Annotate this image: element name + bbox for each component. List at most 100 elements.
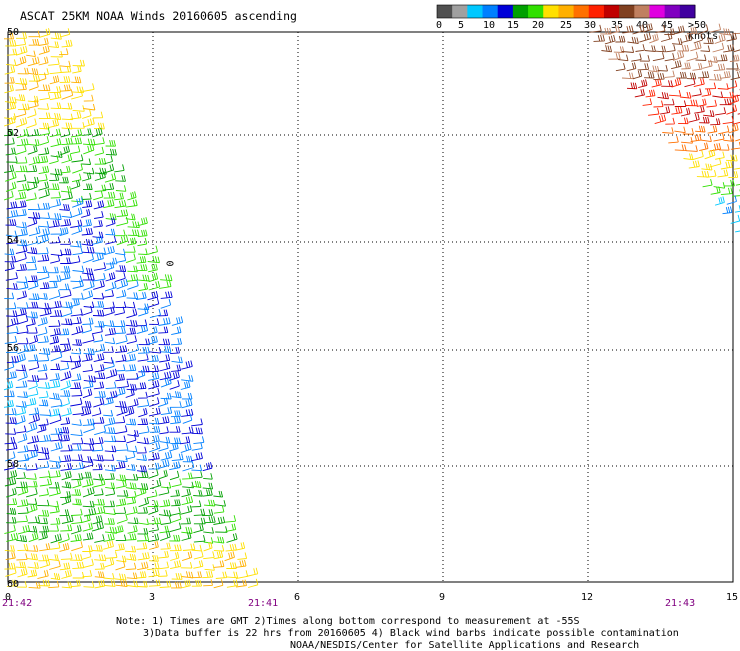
wind-barb	[104, 445, 117, 453]
wind-barb	[114, 199, 127, 209]
wind-barb	[608, 25, 620, 35]
wind-barb	[193, 508, 206, 516]
wind-barb	[226, 533, 238, 543]
wind-barb	[93, 280, 105, 290]
wind-barb	[665, 117, 675, 125]
wind-barb	[213, 490, 224, 498]
wind-barb	[125, 450, 136, 460]
wind-barb	[169, 442, 179, 452]
wind-barb	[4, 116, 16, 127]
wind-barb	[71, 292, 84, 300]
wind-barb	[125, 319, 138, 327]
wind-barb	[59, 28, 71, 38]
wind-barb	[159, 436, 171, 444]
wind-barb	[49, 554, 59, 561]
wind-barb	[5, 442, 18, 451]
wind-barb	[103, 191, 116, 199]
wind-barb	[690, 133, 702, 143]
wind-barb	[125, 353, 137, 362]
wind-barb	[684, 77, 696, 88]
wind-barb	[27, 217, 38, 227]
wind-barb	[82, 317, 94, 325]
wind-barb	[657, 64, 668, 72]
wind-barb	[60, 434, 70, 442]
wind-barb	[160, 451, 173, 461]
wind-barb	[148, 517, 162, 525]
wind-barb	[203, 473, 213, 480]
wind-barb	[70, 443, 82, 451]
wind-barb	[61, 89, 74, 100]
wind-barb	[70, 579, 81, 588]
wind-barb	[59, 283, 70, 291]
wind-barb	[37, 364, 48, 372]
wind-barb	[38, 531, 48, 541]
wind-barb	[115, 479, 127, 489]
wind-barb	[16, 290, 27, 300]
colorbar-swatch	[512, 5, 529, 18]
wind-barb	[71, 173, 82, 183]
wind-barb	[105, 139, 116, 147]
wind-barb	[38, 127, 51, 137]
wind-barb	[136, 437, 149, 445]
wind-barb	[61, 481, 72, 489]
wind-barb	[93, 506, 106, 515]
wind-barb	[49, 236, 61, 244]
wind-barb	[81, 550, 92, 560]
wind-barb	[83, 301, 95, 309]
wind-barb	[82, 500, 95, 508]
wind-barb	[593, 34, 605, 42]
wind-barb	[91, 521, 104, 532]
wind-barb	[115, 334, 128, 345]
wind-barb	[6, 498, 18, 506]
wind-barb	[149, 308, 161, 319]
wind-barb	[115, 425, 128, 435]
wind-barb	[50, 441, 63, 452]
wind-barb	[61, 581, 73, 589]
wind-barb	[115, 248, 126, 256]
wind-barb	[735, 139, 740, 142]
wind-barb	[621, 72, 634, 80]
wind-barb	[70, 145, 81, 155]
wind-barb	[5, 566, 17, 577]
wind-barb	[6, 507, 17, 515]
wind-barb	[26, 256, 37, 264]
wind-barb	[58, 533, 70, 544]
wind-barb	[50, 150, 63, 158]
wind-barb	[59, 76, 71, 83]
map-frame	[7, 31, 734, 583]
wind-barb	[148, 442, 161, 453]
wind-barb	[126, 572, 138, 580]
wind-barb	[15, 32, 28, 39]
wind-barb	[94, 146, 105, 156]
wind-barb	[15, 117, 28, 128]
wind-barb	[39, 307, 52, 317]
wind-barb	[6, 310, 18, 317]
wind-barb	[674, 100, 687, 107]
wind-barb	[26, 180, 38, 192]
wind-barb	[16, 128, 29, 139]
wind-barb	[622, 25, 634, 34]
wind-barb	[125, 473, 139, 481]
wind-barb	[48, 266, 59, 274]
wind-barb	[50, 541, 61, 550]
wind-barb	[126, 274, 139, 282]
wind-barb	[27, 279, 39, 290]
wind-barb	[104, 427, 116, 434]
wind-barb	[27, 275, 38, 282]
wind-barb	[50, 191, 61, 199]
wind-barb	[15, 38, 27, 47]
wind-barb	[71, 516, 83, 525]
wind-barb	[49, 392, 60, 401]
wind-barb	[71, 347, 82, 355]
wind-barb	[657, 91, 669, 100]
wind-barb	[639, 55, 650, 62]
wind-barb	[38, 554, 49, 562]
wind-barb	[50, 427, 63, 435]
wind-barb	[82, 109, 92, 119]
wind-barb	[621, 46, 635, 53]
wind-barb	[26, 176, 40, 184]
wind-barb	[148, 326, 158, 336]
wind-barb	[103, 540, 114, 550]
wind-barb	[234, 542, 246, 551]
wind-barb	[148, 554, 159, 562]
